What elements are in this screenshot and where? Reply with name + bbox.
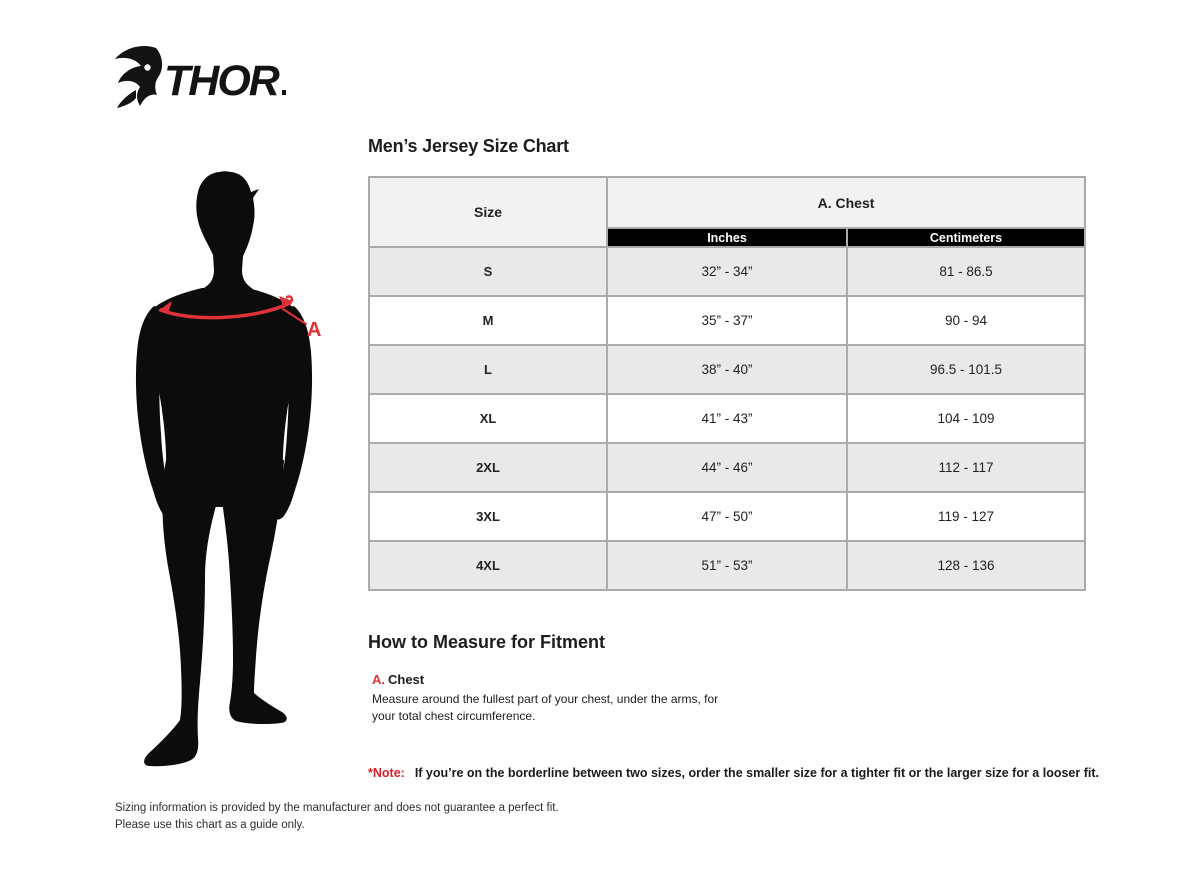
table-row: XL 41” - 43” 104 - 109: [368, 393, 1087, 444]
measure-item-letter: A.: [372, 672, 385, 687]
logo-period: [282, 90, 286, 95]
size-label-cell: L: [368, 344, 608, 395]
inches-value-cell: 51” - 53”: [606, 540, 848, 591]
centimeters-value-cell: 112 - 117: [845, 442, 1087, 493]
size-chart-body: S 32” - 34” 81 - 86.5 M 35” - 37” 90 - 9…: [368, 246, 1087, 591]
inches-value-cell: 44” - 46”: [606, 442, 848, 493]
measure-item-title: A. Chest: [372, 672, 742, 687]
male-silhouette-svg: A: [135, 171, 321, 767]
table-row: M 35” - 37” 90 - 94: [368, 295, 1087, 346]
disclaimer-footer: Sizing information is provided by the ma…: [115, 800, 559, 835]
centimeters-value-cell: 104 - 109: [845, 393, 1087, 444]
table-row: 4XL 51” - 53” 128 - 136: [368, 540, 1087, 591]
sizing-note: *Note: If you’re on the borderline betwee…: [368, 766, 1099, 780]
centimeters-value-cell: 96.5 - 101.5: [845, 344, 1087, 395]
note-text: If you’re on the borderline between two …: [414, 766, 1099, 780]
measurement-figure: A: [115, 160, 360, 780]
inches-value-cell: 41” - 43”: [606, 393, 848, 444]
annotation-pointer-line: [282, 308, 307, 325]
table-row: 2XL 44” - 46” 112 - 117: [368, 442, 1087, 493]
size-chart-title: Men’s Jersey Size Chart: [368, 136, 569, 156]
measurement-arrowheads: [158, 296, 293, 314]
disclaimer-line-1: Sizing information is provided by the ma…: [115, 802, 559, 814]
table-row: 3XL 47” - 50” 119 - 127: [368, 491, 1087, 542]
centimeters-value-cell: 119 - 127: [845, 491, 1087, 542]
column-header-chest: A. Chest: [605, 176, 1087, 229]
size-label-cell: M: [368, 295, 608, 346]
thor-logo: THOR: [112, 46, 292, 108]
measure-item-description: Measure around the fullest part of your …: [372, 692, 719, 724]
inches-value-cell: 32” - 34”: [606, 246, 848, 297]
male-silhouette: [135, 171, 313, 767]
inches-value-cell: 38” - 40”: [606, 344, 848, 395]
chest-annotation-letter: A: [307, 319, 321, 341]
column-header-inches: Inches: [606, 227, 848, 248]
centimeters-value-cell: 81 - 86.5: [845, 246, 1087, 297]
column-header-size: Size: [368, 176, 608, 248]
how-to-measure-heading: How to Measure for Fitment: [368, 632, 606, 652]
inches-value-cell: 47” - 50”: [606, 491, 848, 542]
size-chart-table: Size A. Chest Inches Centimeters S 32” -…: [368, 176, 1087, 591]
thor-logo-wordmark: THOR: [164, 57, 280, 105]
inches-value-cell: 35” - 37”: [606, 295, 848, 346]
size-label-cell: 4XL: [368, 540, 608, 591]
size-label-cell: 3XL: [368, 491, 608, 542]
chest-measurement-line: [159, 301, 292, 320]
thor-logo-svg: THOR: [115, 46, 286, 108]
measure-item-name: Chest: [388, 672, 425, 687]
centimeters-value-cell: 90 - 94: [845, 295, 1087, 346]
measure-item-chest: A. Chest Measure around the fullest part …: [372, 672, 742, 726]
table-row: L 38” - 40” 96.5 - 101.5: [368, 344, 1087, 395]
table-row: S 32” - 34” 81 - 86.5: [368, 246, 1087, 297]
size-label-cell: 2XL: [368, 442, 608, 493]
size-label-cell: XL: [368, 393, 608, 444]
column-header-centimeters: Centimeters: [845, 227, 1087, 248]
thor-ram-head-icon: [115, 46, 163, 108]
size-label-cell: S: [368, 246, 608, 297]
centimeters-value-cell: 128 - 136: [845, 540, 1087, 591]
note-label: *Note:: [368, 766, 405, 780]
disclaimer-line-2: Please use this chart as a guide only.: [115, 819, 305, 832]
